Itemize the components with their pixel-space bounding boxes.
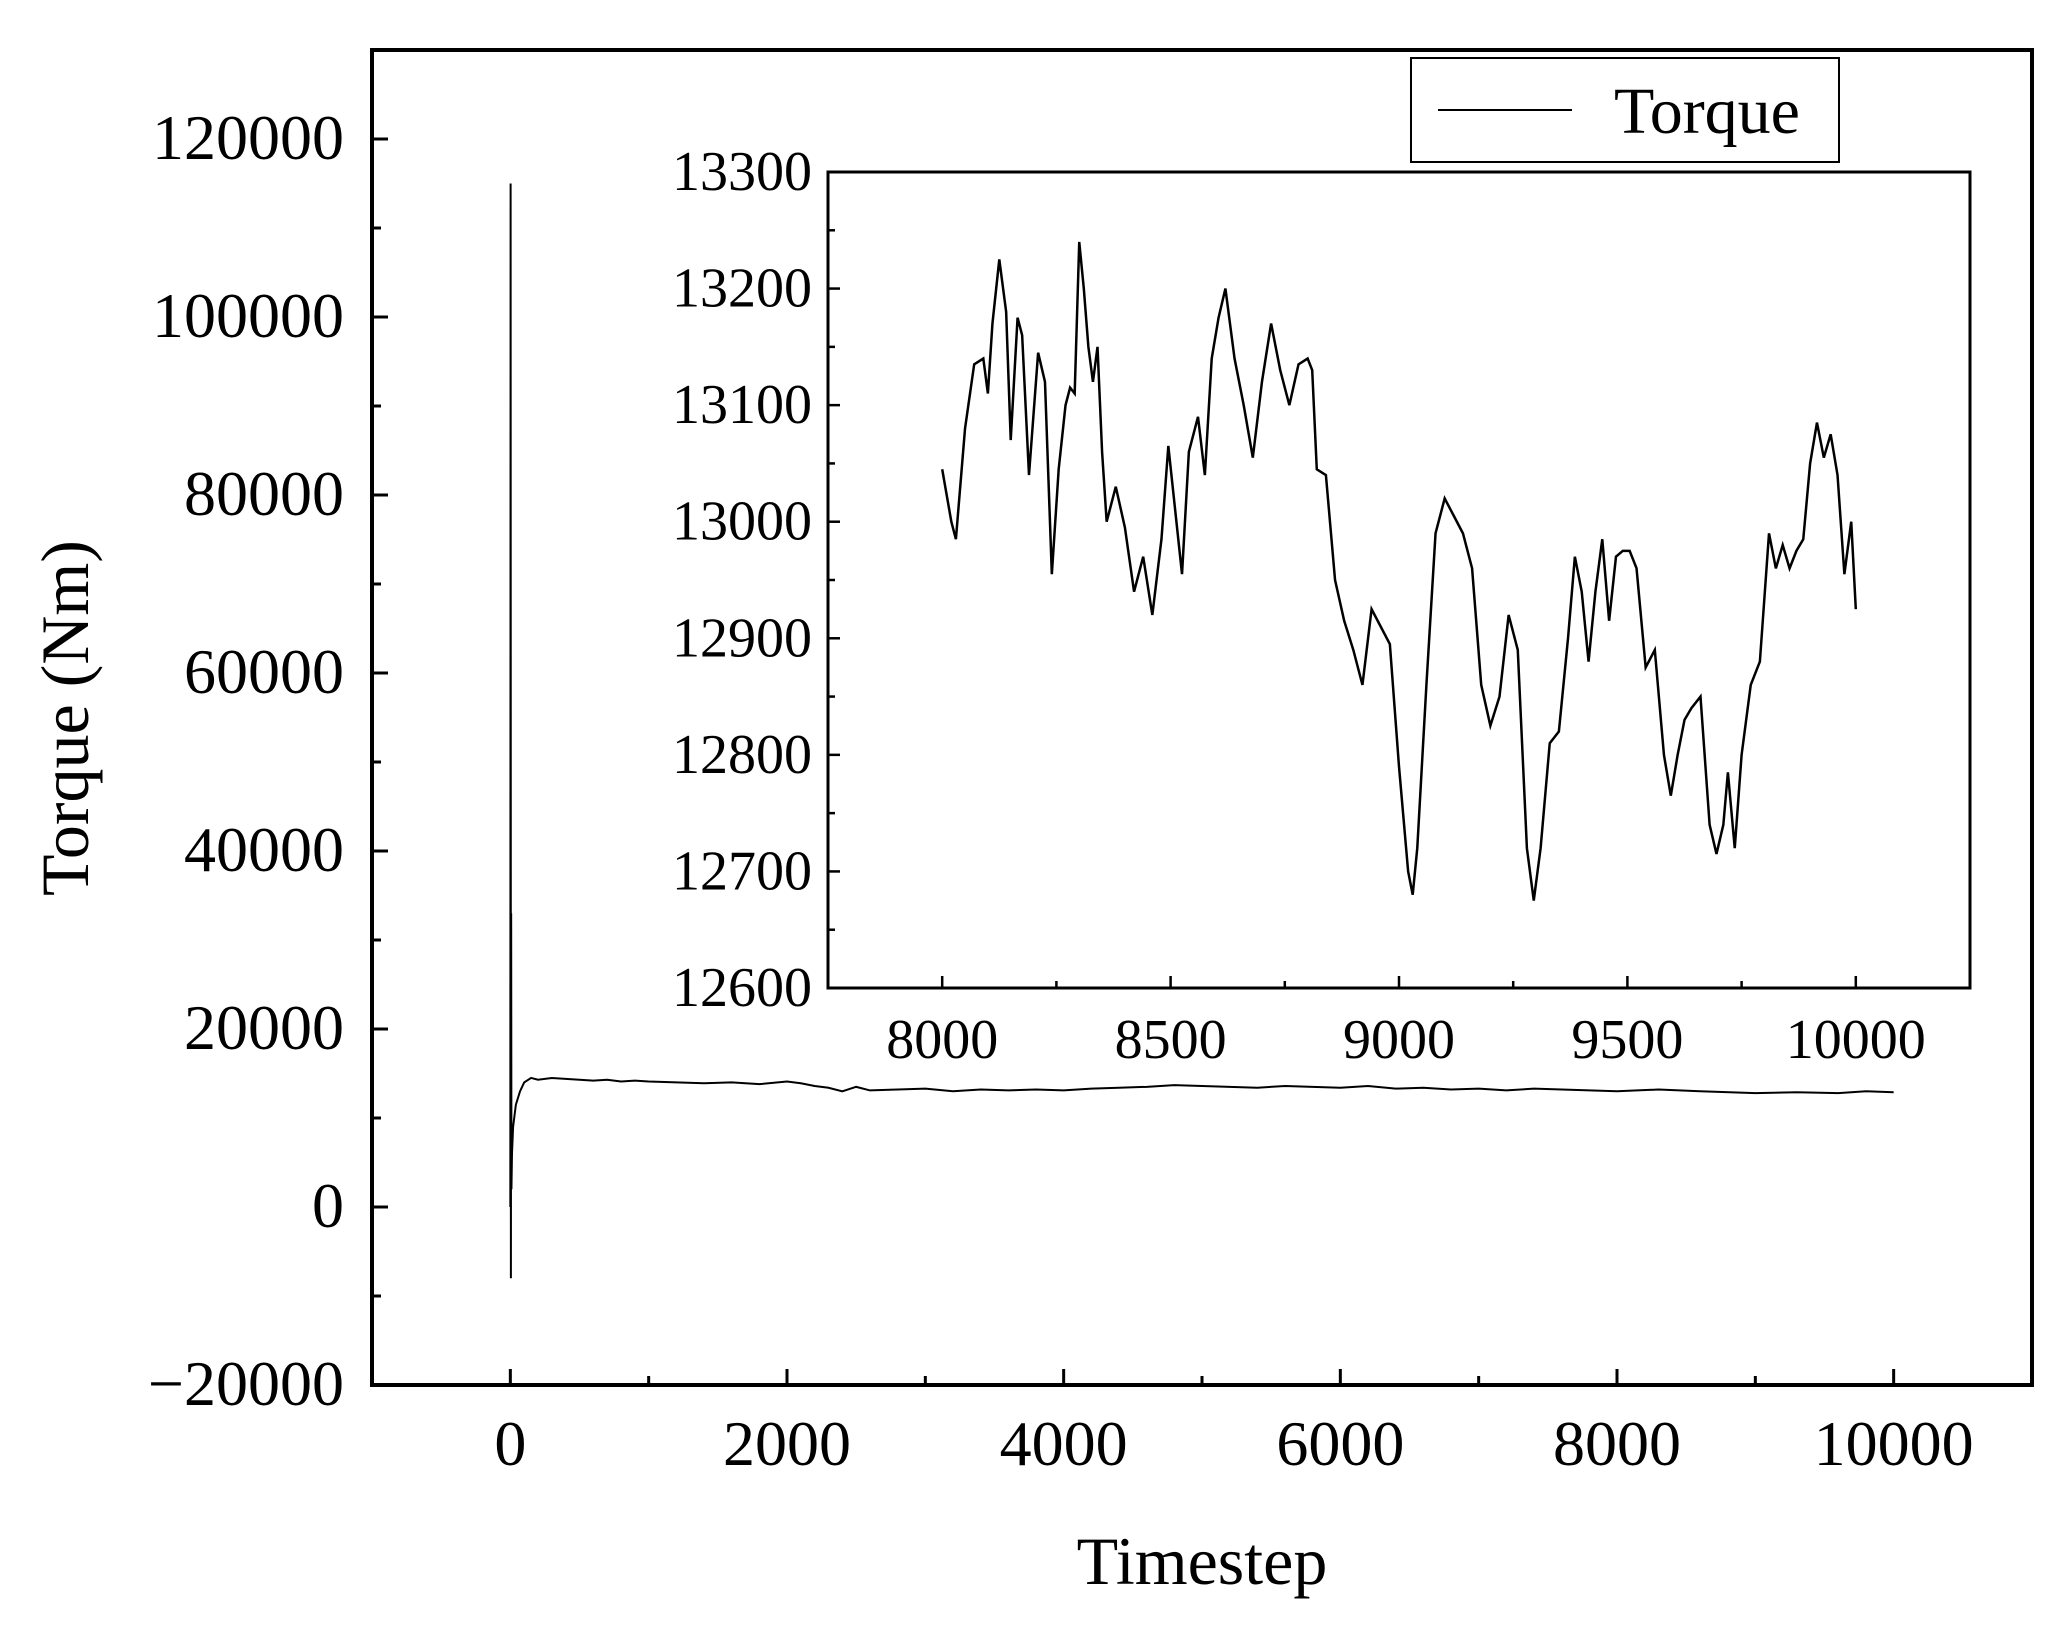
y-tick-label: 13300 — [672, 141, 812, 203]
x-tick-label: 8000 — [886, 1009, 998, 1071]
y-tick-label: 12800 — [672, 724, 812, 786]
x-tick-label: 0 — [494, 1408, 526, 1479]
main-y-axis: −20000 0 20000 40000 60000 80000 100000 120000 — [148, 48, 388, 1419]
y-tick-label: 60000 — [184, 636, 344, 707]
main-plot: 0 2000 4000 6000 8000 10000 −20000 0 20000 40000… — [27, 48, 2034, 1599]
main-x-axis: 0 2000 4000 6000 8000 10000 — [370, 1369, 2034, 1479]
inset-series-line-torque — [940, 241, 1858, 901]
x-tick-label: 2000 — [723, 1408, 851, 1479]
y-tick-label: −20000 — [148, 1348, 344, 1419]
y-tick-label: 80000 — [184, 458, 344, 529]
x-tick-label: 8000 — [1553, 1408, 1681, 1479]
y-tick-label: 13100 — [672, 374, 812, 436]
legend: Torque — [1410, 57, 1840, 163]
y-tick-label: 12600 — [672, 957, 812, 1019]
inset-y-axis: 12600 12700 12800 12900 13000 13100 13200 13300 — [672, 141, 840, 1019]
y-tick-label: 100000 — [152, 280, 344, 351]
y-axis-title: Torque (Nm) — [27, 540, 103, 896]
series-line-torque — [509, 183, 1894, 1279]
x-tick-label: 4000 — [1000, 1408, 1128, 1479]
x-tick-label: 9500 — [1571, 1009, 1683, 1071]
x-tick-label: 6000 — [1276, 1408, 1404, 1479]
y-tick-label: 13000 — [672, 491, 812, 553]
y-tick-label: 12900 — [672, 607, 812, 669]
x-tick-label: 10000 — [1814, 1408, 1974, 1479]
x-axis-title: Timestep — [1077, 1523, 1328, 1599]
inset-x-axis: 8000 8500 9000 9500 10000 — [826, 976, 1972, 1071]
y-tick-label: 20000 — [184, 992, 344, 1063]
x-tick-label: 10000 — [1786, 1009, 1926, 1071]
y-tick-label: 40000 — [184, 814, 344, 885]
x-tick-label: 9000 — [1343, 1009, 1455, 1071]
y-tick-label: 0 — [312, 1170, 344, 1241]
legend-label-torque: Torque — [1614, 75, 1800, 148]
y-tick-label: 12700 — [672, 840, 812, 902]
inset-plot: 8000 8500 9000 9500 10000 12600 12700 12800 129… — [672, 141, 1972, 1071]
inset-plot-frame — [826, 170, 1972, 990]
x-tick-label: 8500 — [1115, 1009, 1227, 1071]
y-tick-label: 120000 — [152, 102, 344, 173]
y-tick-label: 13200 — [672, 258, 812, 320]
